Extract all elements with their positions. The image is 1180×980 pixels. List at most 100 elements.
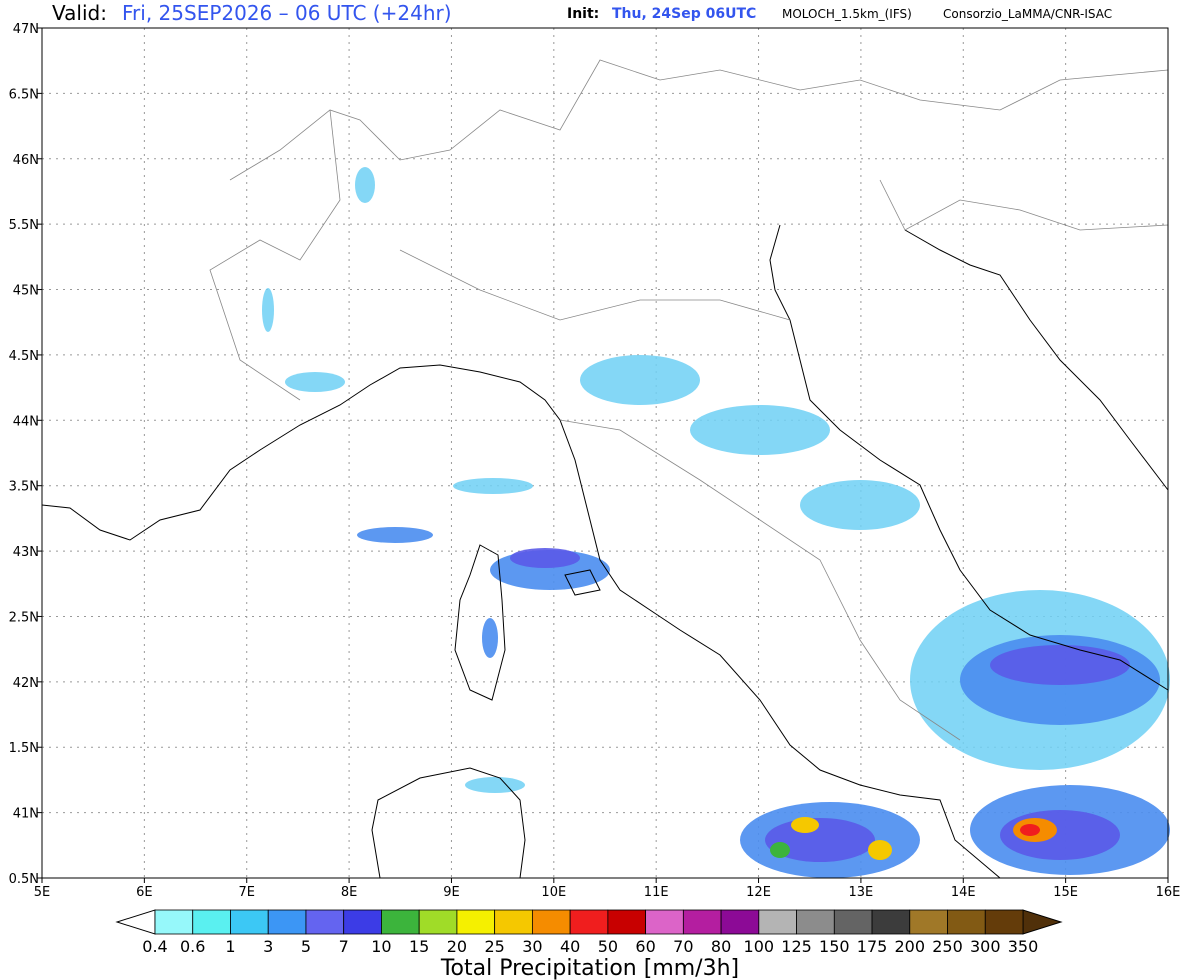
colorbar-label: 350	[1008, 937, 1039, 956]
colorbar-box	[154, 909, 194, 935]
colorbar-title: Total Precipitation [mm/3h]	[440, 956, 739, 980]
colorbar-label: 40	[560, 937, 580, 956]
colorbar-label: 5	[301, 937, 311, 956]
colorbar-box	[494, 909, 533, 935]
source: Consorzio_LaMMA/CNR-ISAC	[943, 7, 1112, 21]
precip-area	[453, 478, 533, 494]
colorbar-label: 150	[819, 937, 850, 956]
map-frame	[41, 27, 1169, 879]
precip-core	[770, 842, 790, 858]
coastline	[904, 229, 1169, 491]
border	[399, 249, 791, 321]
colorbar-box	[607, 909, 647, 935]
valid-time: Fri, 25SEP2026 – 06 UTC (+24hr)	[122, 1, 452, 25]
precip-area	[285, 372, 345, 392]
y-tick-label: 5.5N	[9, 218, 39, 233]
precip-area	[580, 355, 700, 405]
x-tick-label: 16E	[1156, 885, 1180, 900]
colorbar-box	[871, 909, 911, 935]
x-tick-label: 7E	[238, 885, 255, 900]
colorbar-box	[192, 909, 231, 935]
colorbar-box	[947, 909, 986, 935]
colorbar-label: 30	[522, 937, 542, 956]
colorbar-label: 10	[371, 937, 391, 956]
colorbar-label: 3	[263, 937, 273, 956]
y-tick-label: 4.5N	[9, 349, 39, 364]
y-tick-label: 44N	[13, 414, 39, 429]
colorbar-box	[720, 909, 760, 935]
x-tick-label: 14E	[951, 885, 976, 900]
colorbar-under	[115, 909, 156, 935]
colorbar-box	[645, 909, 684, 935]
precip-area	[765, 818, 875, 862]
colorbar-label: 250	[932, 937, 963, 956]
colorbar-box	[909, 909, 948, 935]
colorbar-box	[305, 909, 345, 935]
corsica	[454, 544, 506, 701]
y-tick-label: 45N	[13, 284, 39, 299]
colorbar-label: 1	[225, 937, 235, 956]
axes: 5E 6E 7E 8E 9E 10E 11E 12E 13E 14E 15E 16E 0.5N 41N 1.…	[9, 22, 1180, 900]
colorbar-box	[418, 909, 458, 935]
colorbar-label: 7	[339, 937, 349, 956]
y-tick-label: 2.5N	[9, 610, 39, 625]
y-tick-label: 3.5N	[9, 480, 39, 495]
colorbar-box	[230, 909, 269, 935]
colorbar-label: 175	[857, 937, 888, 956]
colorbar-over	[1022, 909, 1063, 935]
x-tick-label: 8E	[341, 885, 358, 900]
precip-area	[990, 645, 1130, 685]
precip-area	[465, 777, 525, 793]
colorbar-label: 200	[895, 937, 926, 956]
borders	[209, 59, 1169, 741]
colorbar-box	[569, 909, 609, 935]
border	[209, 109, 341, 401]
y-tick-label: 6.5N	[9, 87, 39, 102]
precip-area	[800, 480, 920, 530]
y-tick-label: 47N	[13, 22, 39, 37]
colorbar-label: 50	[598, 937, 618, 956]
precip-area	[262, 288, 274, 332]
colorbar-box	[833, 909, 873, 935]
colorbar-label: 15	[409, 937, 429, 956]
colorbar-box	[531, 909, 571, 935]
colorbar-label: 125	[781, 937, 812, 956]
colorbar-label: 300	[970, 937, 1001, 956]
y-tick-label: 43N	[13, 545, 39, 560]
colorbar-label: 0.4	[142, 937, 167, 956]
colorbar-box	[456, 909, 496, 935]
colorbar-label: 20	[447, 937, 467, 956]
precip-area	[690, 405, 830, 455]
y-tick-label: 1.5N	[9, 741, 39, 756]
init-time: Thu, 24Sep 06UTC	[612, 6, 756, 22]
precipitation	[262, 167, 1170, 878]
coastline	[769, 224, 1169, 691]
x-tick-label: 12E	[746, 885, 771, 900]
border	[879, 179, 1169, 231]
x-tick-label: 15E	[1053, 885, 1078, 900]
colorbar-box	[267, 909, 307, 935]
x-tick-label: 6E	[136, 885, 153, 900]
colorbar-label: 100	[744, 937, 775, 956]
colorbar-box	[381, 909, 420, 935]
precip-area	[510, 548, 580, 568]
header: Valid: Fri, 25SEP2026 – 06 UTC (+24hr) I…	[52, 1, 1112, 25]
colorbar: Total Precipitation [mm/3h] 0.4 0.6 1 3 5 7 10…	[115, 909, 1063, 980]
colorbar-label: 0.6	[180, 937, 205, 956]
x-tick-label: 13E	[849, 885, 874, 900]
x-tick-label: 9E	[443, 885, 460, 900]
colorbar-label: 25	[484, 937, 504, 956]
sardinia	[371, 767, 526, 879]
colorbar-label: 70	[673, 937, 693, 956]
x-tick-label: 11E	[644, 885, 669, 900]
x-tick-label: 5E	[34, 885, 51, 900]
colorbar-box	[758, 909, 797, 935]
precip-area	[355, 167, 375, 203]
valid-label: Valid:	[52, 1, 107, 25]
x-tick-label: 10E	[541, 885, 566, 900]
colorbar-box	[984, 909, 1024, 935]
model-name: MOLOCH_1.5km_(IFS)	[782, 7, 912, 21]
colorbar-label: 80	[711, 937, 731, 956]
y-tick-label: 42N	[13, 676, 39, 691]
precip-core	[1020, 824, 1040, 836]
